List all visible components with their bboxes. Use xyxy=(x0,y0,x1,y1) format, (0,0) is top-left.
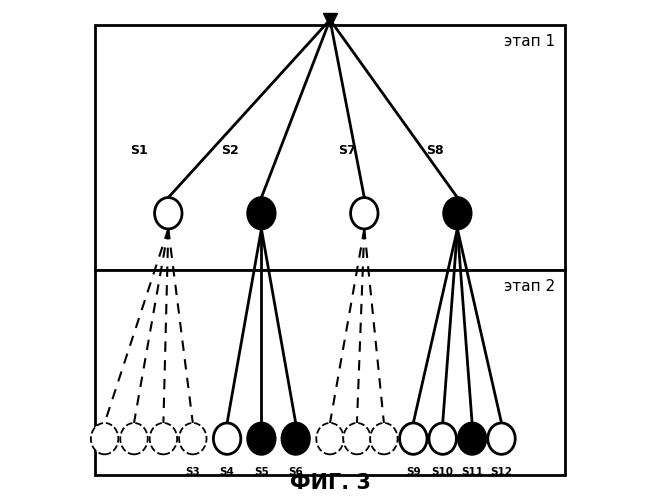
Text: этап 2: этап 2 xyxy=(504,280,556,294)
Ellipse shape xyxy=(429,423,457,454)
Ellipse shape xyxy=(399,423,427,454)
Text: ФИГ. 3: ФИГ. 3 xyxy=(290,472,370,492)
Ellipse shape xyxy=(213,423,241,454)
Ellipse shape xyxy=(120,423,148,454)
Text: S12: S12 xyxy=(490,466,513,476)
Text: этап 1: этап 1 xyxy=(504,34,556,50)
Text: S1: S1 xyxy=(130,144,148,157)
Ellipse shape xyxy=(343,423,371,454)
Text: S7: S7 xyxy=(339,144,356,157)
Text: S10: S10 xyxy=(432,466,453,476)
Ellipse shape xyxy=(488,423,515,454)
Ellipse shape xyxy=(350,198,378,229)
Text: S2: S2 xyxy=(220,144,238,157)
Text: S8: S8 xyxy=(426,144,444,157)
Ellipse shape xyxy=(248,423,275,454)
Text: S4: S4 xyxy=(220,466,234,476)
Ellipse shape xyxy=(316,423,344,454)
Ellipse shape xyxy=(91,423,118,454)
Ellipse shape xyxy=(459,423,486,454)
Ellipse shape xyxy=(150,423,177,454)
Text: S6: S6 xyxy=(288,466,303,476)
Text: S9: S9 xyxy=(406,466,420,476)
Ellipse shape xyxy=(154,198,182,229)
Text: S3: S3 xyxy=(185,466,200,476)
Ellipse shape xyxy=(179,423,207,454)
Ellipse shape xyxy=(370,423,397,454)
Text: S11: S11 xyxy=(461,466,483,476)
Ellipse shape xyxy=(282,423,310,454)
Bar xyxy=(95,24,565,270)
Ellipse shape xyxy=(248,198,275,229)
Bar xyxy=(95,270,565,476)
Ellipse shape xyxy=(444,198,471,229)
Text: S5: S5 xyxy=(254,466,269,476)
